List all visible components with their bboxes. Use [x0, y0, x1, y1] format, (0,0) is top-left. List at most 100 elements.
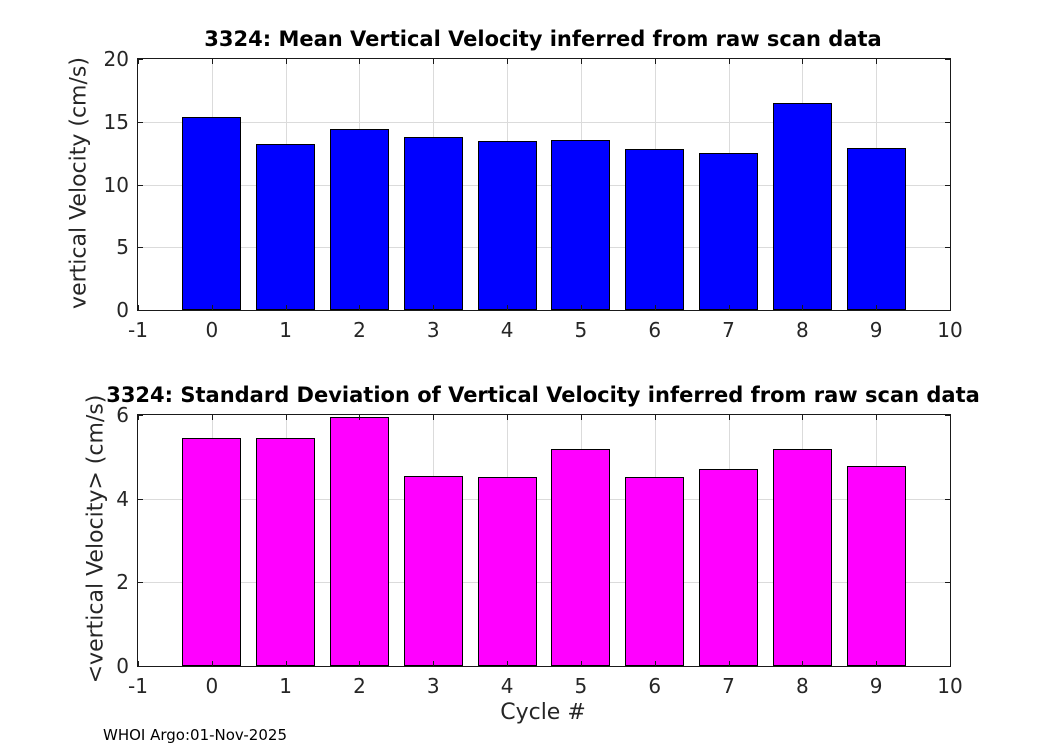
chart-title-std: 3324: Standard Deviation of Vertical Vel…: [106, 383, 980, 407]
tick-mark: [507, 415, 509, 420]
tick-mark: [211, 59, 213, 64]
bar: [329, 417, 389, 666]
tick-mark: [945, 121, 950, 123]
x-tick-label: 1: [279, 674, 292, 698]
y-tick-label: 2: [116, 570, 129, 595]
tick-mark: [728, 661, 730, 666]
tick-mark: [580, 415, 582, 420]
bar: [182, 116, 242, 310]
tick-mark: [950, 59, 951, 64]
tick-mark: [433, 59, 435, 64]
tick-mark: [359, 59, 361, 64]
gridline-horizontal: [138, 582, 950, 584]
x-tick-label: 4: [500, 674, 514, 698]
y-tick-label: 15: [103, 109, 129, 134]
tick-mark: [285, 59, 287, 64]
x-tick-label: 3: [426, 674, 440, 698]
tick-mark: [654, 305, 656, 310]
tick-mark: [950, 415, 951, 420]
tick-mark: [138, 415, 143, 416]
bar: [403, 137, 463, 310]
tick-mark: [507, 305, 509, 310]
gridline-horizontal: [138, 498, 950, 500]
tick-mark: [580, 661, 582, 666]
tick-mark: [138, 498, 143, 500]
tick-mark: [945, 582, 950, 584]
tick-mark: [945, 247, 950, 249]
x-tick-label: 7: [722, 674, 735, 698]
bar: [772, 102, 832, 310]
bar: [846, 465, 906, 666]
bar: [477, 140, 537, 310]
tick-mark: [138, 59, 143, 60]
tick-mark: [138, 121, 143, 123]
bar: [699, 153, 759, 310]
x-tick-label: 0: [205, 318, 219, 342]
tick-mark: [945, 184, 950, 186]
tick-mark: [945, 59, 950, 60]
y-axis-label-std: <vertical Velocity> (cm/s): [83, 394, 109, 684]
bar: [551, 139, 611, 310]
x-tick-label: 6: [648, 674, 662, 698]
tick-mark: [433, 661, 435, 666]
tick-mark: [359, 661, 361, 666]
chart-title-mean: 3324: Mean Vertical Velocity inferred fr…: [204, 27, 882, 51]
tick-mark: [285, 305, 287, 310]
x-tick-label: 2: [353, 318, 366, 342]
tick-mark: [138, 310, 143, 311]
gridline-horizontal: [138, 121, 950, 123]
watermark-credit: WHOI Argo:01-Nov-2025: [103, 726, 287, 744]
tick-mark: [138, 247, 143, 249]
x-tick-label: 10: [937, 318, 963, 342]
y-axis-label-mean: vertical Velocity (cm/s): [66, 57, 92, 309]
tick-mark: [507, 59, 509, 64]
x-tick-label: 0: [205, 674, 219, 698]
tick-mark: [945, 310, 950, 311]
plot-area-std: 0 2 4 6 -1 0 1 2 3 4 5 6 7 8 9 10: [116, 403, 962, 698]
x-tick-label: -1: [128, 318, 148, 342]
tick-mark: [507, 661, 509, 666]
x-tick-label: 2: [353, 674, 366, 698]
bar: [772, 449, 832, 666]
x-tick-label: 1: [279, 318, 292, 342]
x-tick-label: 10: [937, 674, 963, 698]
x-tick-label: 5: [574, 318, 588, 342]
x-tick-label: 3: [426, 318, 440, 342]
tick-mark: [945, 498, 950, 500]
y-tick-label: 20: [103, 47, 129, 71]
tick-mark: [285, 661, 287, 666]
bar: [329, 128, 389, 310]
tick-mark: [211, 305, 213, 310]
tick-mark: [359, 305, 361, 310]
tick-mark: [876, 305, 878, 310]
tick-mark: [138, 415, 139, 420]
plot-area-mean: 0 5 10 15 20 -1 0 1 2 3 4 5 6 7 8 9 10: [104, 47, 963, 342]
tick-mark: [138, 661, 139, 666]
y-tick-label: 6: [116, 403, 129, 427]
bar: [551, 449, 611, 666]
tick-mark: [433, 415, 435, 420]
tick-mark: [728, 59, 730, 64]
y-tick-label: 5: [116, 235, 129, 260]
tick-mark: [138, 305, 139, 310]
y-tick-label: 10: [103, 172, 129, 197]
bar: [625, 149, 685, 310]
x-tick-label: 4: [500, 318, 514, 342]
tick-mark: [580, 305, 582, 310]
tick-mark: [654, 59, 656, 64]
bar: [403, 475, 463, 666]
tick-mark: [950, 661, 951, 666]
bar: [846, 148, 906, 310]
x-tick-label: 5: [574, 674, 588, 698]
tick-mark: [138, 184, 143, 186]
bar: [182, 438, 242, 666]
tick-mark: [433, 305, 435, 310]
tick-mark: [802, 305, 804, 310]
gridline-horizontal: [138, 247, 950, 249]
y-tick-label: 4: [116, 486, 129, 511]
x-tick-label: 6: [648, 318, 662, 342]
tick-mark: [211, 415, 213, 420]
bar: [699, 468, 759, 666]
tick-mark: [802, 415, 804, 420]
